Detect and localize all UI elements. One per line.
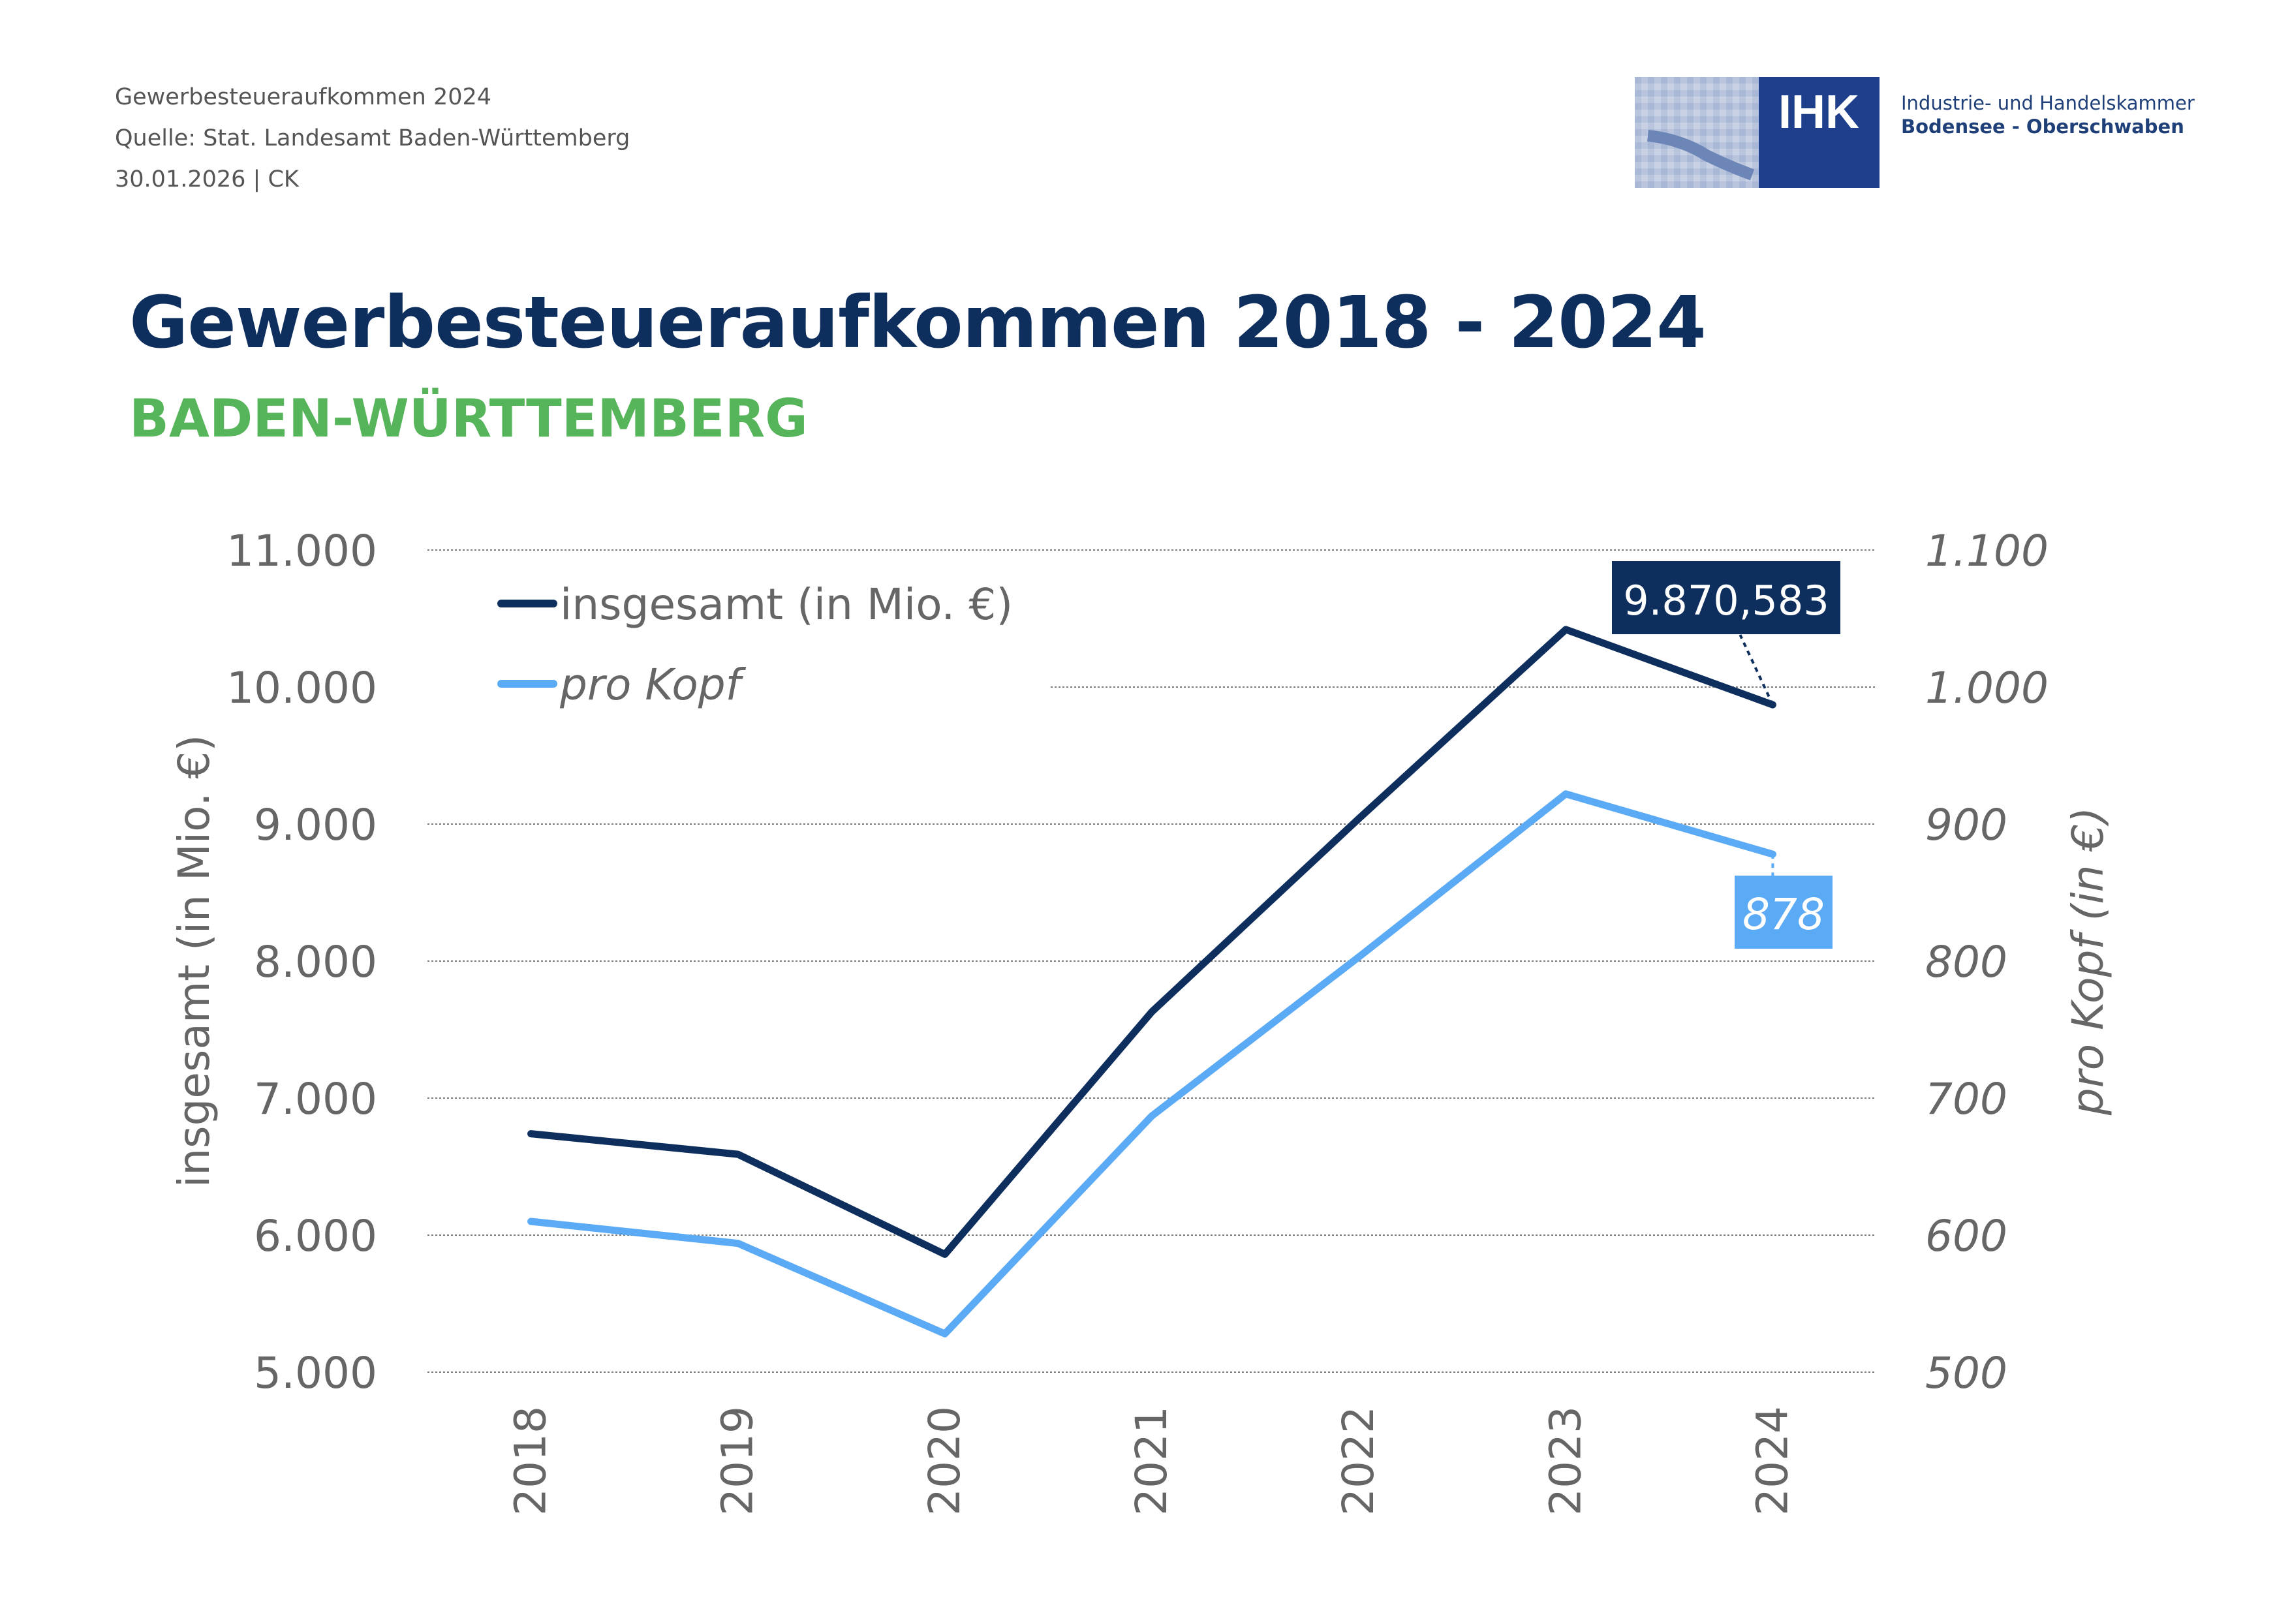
x-tick-label: 2019 [713,1406,763,1516]
y-left-tick-label: 11.000 [226,526,377,576]
legend: insgesamt (in Mio. €) pro Kopf [497,579,1013,710]
y-right-tick-label: 700 [1925,1074,2007,1124]
y-right-tick-label: 600 [1925,1211,2007,1261]
source-line: Quelle: Stat. Landesamt Baden-Württember… [115,125,630,151]
gridlines [427,549,1876,1373]
logo-brand-block [1759,77,1880,188]
y-right-tick-label: 800 [1925,937,2007,987]
logo-caption: Industrie- und Handelskammer Bodensee - … [1901,91,2195,138]
y-right-tick-label: 900 [1925,800,2007,850]
data-labels: 9.870,583 878 [1612,561,1840,949]
logo-line-2: Bodensee - Oberschwaben [1901,115,2184,138]
source-info: Gewerbesteueraufkommen 2024 Quelle: Stat… [115,77,630,200]
data-label-per-capita: 878 [1742,889,1825,940]
y-left-tick-label: 8.000 [254,937,377,987]
ihk-logo: IHK [1635,77,1880,188]
series-lines [527,626,1776,1338]
y-left-tick-label: 7.000 [254,1074,377,1124]
chart-subtitle: BADEN-WÜRTTEMBERG [129,388,808,449]
callout-box-total [1612,561,1840,634]
x-axis-ticks: 2018 2019 2020 2021 2022 2023 2024 [506,1406,1798,1516]
date-line: 30.01.2026 | CK [115,166,299,192]
x-tick-label: 2024 [1747,1406,1797,1516]
series-total-line [527,626,1776,1258]
callout-leader [1739,634,1774,706]
logo-abbr: IHK [1778,86,1859,138]
y-right-tick-label: 1.000 [1925,663,2049,713]
x-tick-label: 2021 [1126,1406,1177,1516]
y-left-tick-label: 5.000 [254,1348,377,1398]
y-axis-left-ticks: 5.000 6.000 7.000 8.000 9.000 10.000 11.000 [226,526,377,1398]
x-tick-label: 2018 [506,1406,556,1516]
callout-box-per-capita [1735,876,1833,949]
series-per-capita-line [527,790,1776,1338]
legend-label: insgesamt (in Mio. €) [560,579,1013,630]
chart-title: Gewerbesteueraufkommen 2018 - 2024 [129,281,1707,364]
lake-shape [1647,130,1755,181]
y-left-tick-label: 9.000 [254,800,377,850]
x-tick-label: 2020 [920,1406,970,1516]
legend-label: pro Kopf [559,660,747,710]
y-left-tick-label: 6.000 [254,1211,377,1261]
y-axis-left-label: insgesamt (in Mio. €) [169,735,219,1187]
report-title: Gewerbesteueraufkommen 2024 [115,84,492,110]
x-tick-label: 2022 [1333,1406,1384,1516]
x-tick-label: 2023 [1540,1406,1590,1516]
data-label-total: 9.870,583 [1623,577,1829,624]
y-left-tick-label: 10.000 [226,663,377,713]
logo-line-1: Industrie- und Handelskammer [1901,92,2195,114]
y-axis-right-label: pro Kopf (in €) [2063,807,2113,1116]
y-axis-right-ticks: 500 600 700 800 900 1.000 1.100 [1925,526,2049,1398]
y-right-tick-label: 500 [1925,1348,2007,1398]
y-right-tick-label: 1.100 [1925,526,2049,576]
